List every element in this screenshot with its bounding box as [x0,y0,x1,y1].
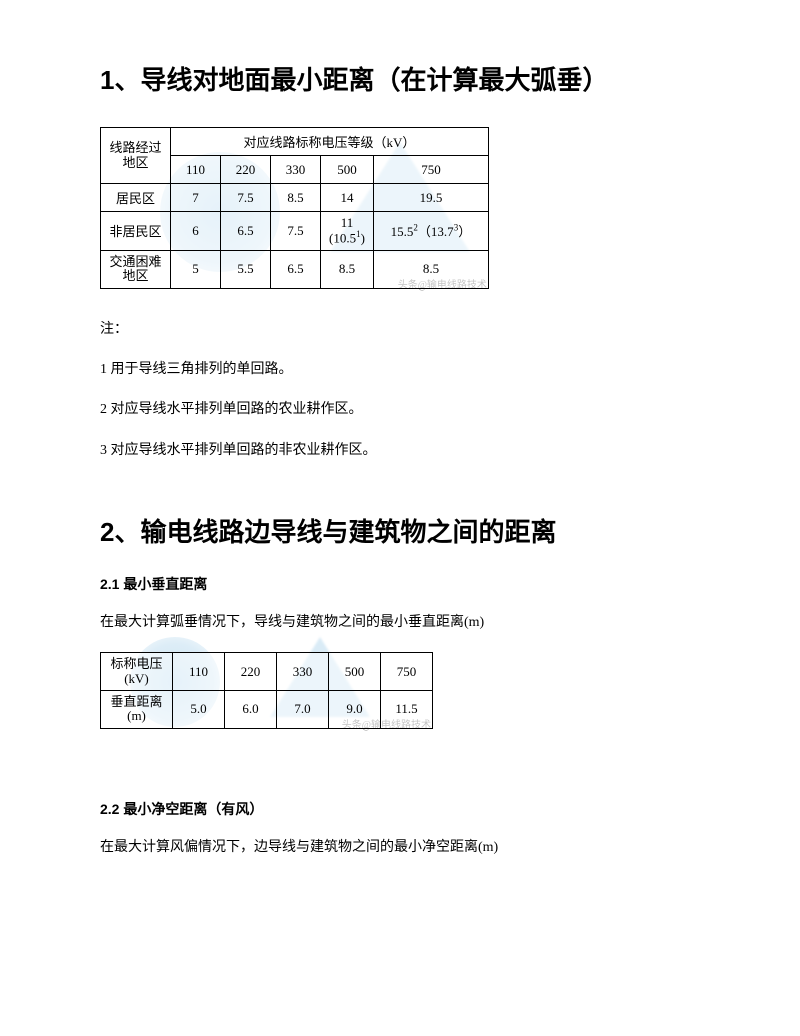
col-group-header: 对应线路标称电压等级（kV） [171,128,489,156]
row-label: 垂直距离(m) [101,691,173,729]
cell: 750 [381,653,433,691]
note-item: 3 对应导线水平排列单回路的非农业耕作区。 [100,440,700,462]
row-label: 居民区 [101,184,171,212]
cell: 14 [321,184,374,212]
cell: 5.0 [173,691,225,729]
cell: 8.5 [321,250,374,288]
table-row: 居民区 7 7.5 8.5 14 19.5 [101,184,489,212]
row-label: 标称电压(kV) [101,653,173,691]
section2-1-intro: 在最大计算弧垂情况下，导线与建筑物之间的最小垂直距离(m) [100,612,700,634]
cell: 11(10.51) [321,212,374,251]
note-item: 1 用于导线三角排列的单回路。 [100,359,700,381]
cell: 7.5 [271,212,321,251]
col-header: 110 [171,156,221,184]
cell: 6.5 [271,250,321,288]
cell: 5.5 [221,250,271,288]
cell: 6 [171,212,221,251]
cell: 7.0 [277,691,329,729]
col-header: 500 [321,156,374,184]
note-item: 2 对应导线水平排列单回路的农业耕作区。 [100,399,700,421]
cell: 8.5 [373,250,488,288]
cell: 15.52（13.73） [373,212,488,251]
table-row: 标称电压(kV) 110 220 330 500 750 [101,653,433,691]
table1-container: 头条@输电线路技术 线路经过地区 对应线路标称电压等级（kV） 110 220 … [100,127,489,289]
section1-title: 1、导线对地面最小距离（在计算最大弧垂） [100,60,700,97]
section2-2-intro: 在最大计算风偏情况下，边导线与建筑物之间的最小净空距离(m) [100,837,700,859]
table-row: 线路经过地区 对应线路标称电压等级（kV） [101,128,489,156]
col-header: 750 [373,156,488,184]
col-header: 330 [271,156,321,184]
cell: 6.5 [221,212,271,251]
cell: 6.0 [225,691,277,729]
table-ground-clearance: 线路经过地区 对应线路标称电压等级（kV） 110 220 330 500 75… [100,127,489,289]
cell: 9.0 [329,691,381,729]
cell: 11.5 [381,691,433,729]
cell: 330 [277,653,329,691]
table-row: 非居民区 6 6.5 7.5 11(10.51) 15.52（13.73） [101,212,489,251]
cell: 7 [171,184,221,212]
row-label: 交通困难地区 [101,250,171,288]
notes-label: 注： [100,319,700,341]
section2-title: 2、输电线路边导线与建筑物之间的距离 [100,512,700,549]
cell: 110 [173,653,225,691]
cell: 19.5 [373,184,488,212]
col-header: 220 [221,156,271,184]
row-label: 非居民区 [101,212,171,251]
cell: 7.5 [221,184,271,212]
table-row: 交通困难地区 5 5.5 6.5 8.5 8.5 [101,250,489,288]
table-row: 垂直距离(m) 5.0 6.0 7.0 9.0 11.5 [101,691,433,729]
section2-2-heading: 2.2 最小净空距离（有风） [100,799,700,819]
section2-1-heading: 2.1 最小垂直距离 [100,574,700,594]
table2-container: 头条@输电线路技术 标称电压(kV) 110 220 330 500 750 垂… [100,652,433,728]
cell: 5 [171,250,221,288]
cell: 8.5 [271,184,321,212]
cell: 220 [225,653,277,691]
row-header-label: 线路经过地区 [101,128,171,184]
cell: 500 [329,653,381,691]
table-building-vertical: 标称电压(kV) 110 220 330 500 750 垂直距离(m) 5.0… [100,652,433,728]
